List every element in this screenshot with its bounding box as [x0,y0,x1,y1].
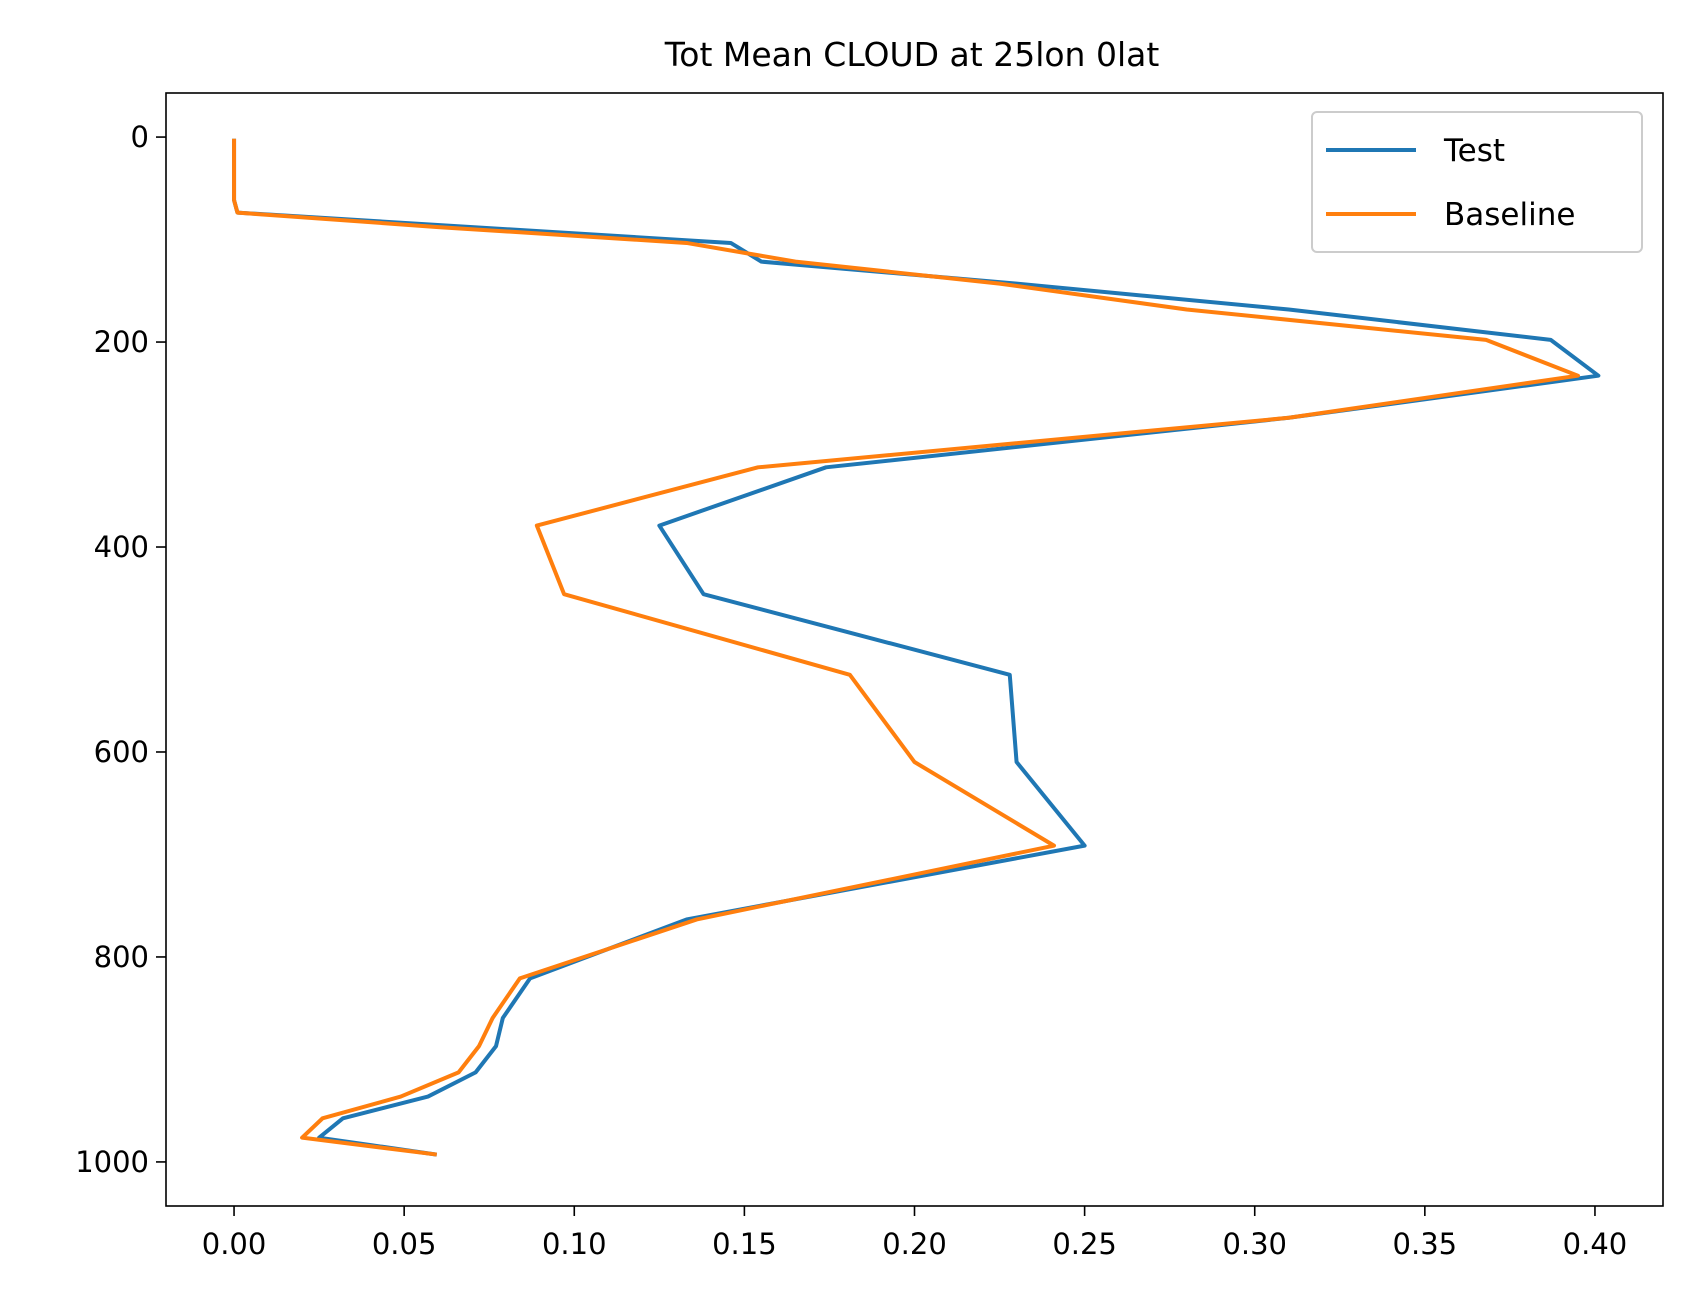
axes-frame [165,92,1664,1207]
x-tick-label: 0.25 [1052,1227,1117,1261]
legend-label: Test [1443,133,1505,169]
x-tick-label: 0.05 [372,1227,437,1261]
y-tick-label: 1000 [75,1145,149,1179]
x-tick-label: 0.40 [1563,1227,1628,1261]
legend: Test Baseline [1311,111,1643,253]
chart-title: Tot Mean CLOUD at 25lon 0lat [664,35,1160,74]
x-tick-label: 0.00 [202,1227,267,1261]
plot-lines [232,138,1601,1157]
y-tick-label: 200 [94,325,149,359]
y-tick-label: 400 [94,530,149,564]
x-tick-label: 0.15 [712,1227,777,1261]
x-tick-label: 0.35 [1393,1227,1458,1261]
x-tick-label: 0.30 [1222,1227,1287,1261]
y-tick-label: 0 [131,120,149,154]
x-axis: 0.00 0.05 0.10 0.15 0.20 0.25 0.30 0.35 0.40 [202,1206,1627,1261]
y-axis: 0 200 400 600 800 1000 [75,120,166,1179]
x-tick-label: 0.10 [542,1227,607,1261]
x-tick-label: 0.20 [882,1227,947,1261]
legend-box [1311,111,1643,253]
y-tick-label: 800 [94,940,149,974]
y-tick-label: 600 [94,735,149,769]
series-line-baseline [232,138,1580,1157]
legend-label: Baseline [1444,197,1575,233]
